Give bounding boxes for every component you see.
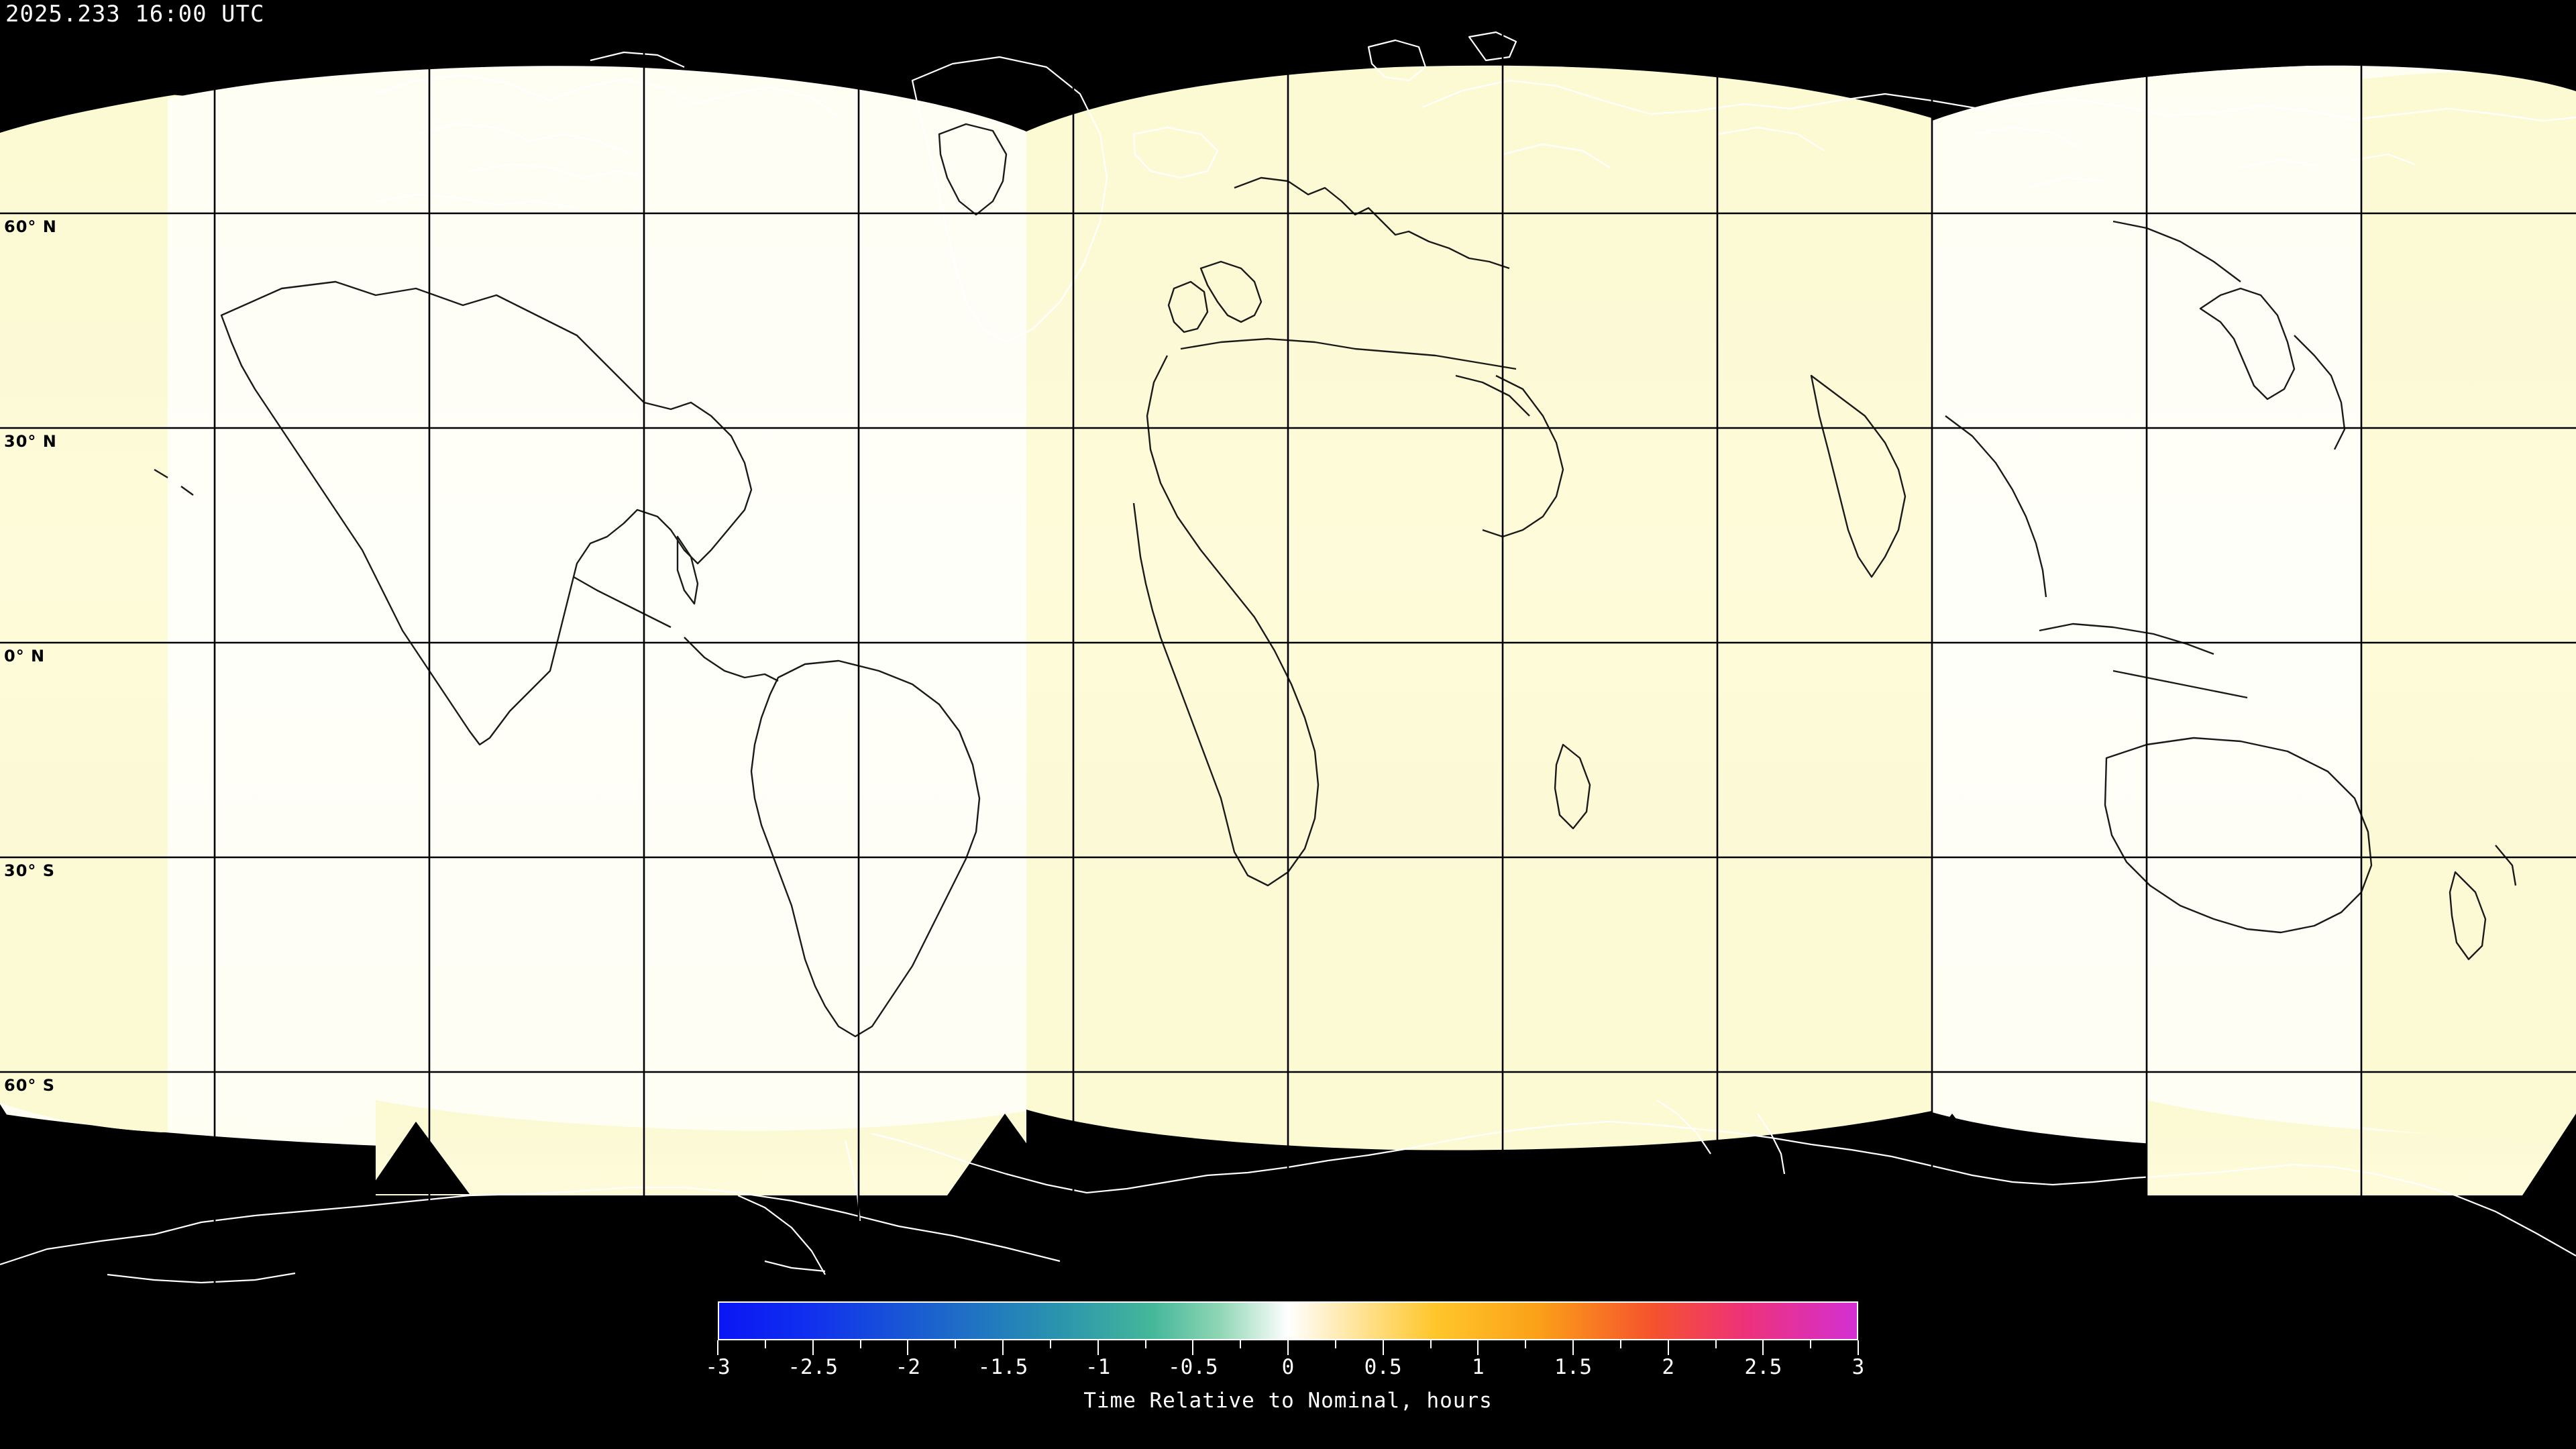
colorbar-tick-major [907,1340,909,1355]
colorbar-ticks [717,1340,1859,1355]
lat-label-60n: 60° N [4,217,57,236]
lat-label-0: 0° N [4,647,46,665]
graticule-layer [0,0,2576,1287]
colorbar-panel: -3 -2.5 -2 -1.5 -1 -0.5 0 0.5 1 1.5 2 2.5 3 Time Rel… [0,1287,2576,1449]
colorbar-tick-minor [764,1340,766,1348]
notch-1 [0,1104,58,1194]
colorbar-tick-minor [1240,1340,1242,1348]
colorbar-tick-labels: -3 -2.5 -2 -1.5 -1 -0.5 0 0.5 1 1.5 2 2.5 3 [705,1354,1864,1383]
colorbar-tick-major [1477,1340,1479,1355]
north-cap-2 [1932,62,2576,121]
swath-region-f2 [2361,72,2576,1140]
lat-label-30s: 30° S [4,861,56,880]
coastlines-antarctica [0,1099,2576,1284]
timestamp-title: 2025.233 16:00 UTC [5,1,265,28]
lat-label-30n: 30° N [4,432,57,451]
notch-2 [366,1122,470,1194]
colorbar-tick-minor [1619,1340,1621,1348]
swath-region-d [1026,65,1932,1150]
colorbar-tick-major [1002,1340,1004,1355]
colorbar-tick-label: -3 [705,1355,731,1379]
colorbar-tick-label: -0.5 [1168,1355,1218,1379]
colorbar-tick-label: -1.5 [977,1355,1028,1379]
colorbar-tick-minor [1430,1340,1432,1348]
colorbar-tick-label: 3 [1851,1355,1865,1379]
colorbar-tick-minor [1810,1340,1812,1348]
colorbar-tick-major [1572,1340,1574,1355]
antarctic-notch-group [0,1104,2576,1195]
colorbar-tick-label: -2.5 [788,1355,838,1379]
swath-region-b [0,62,1026,1149]
colorbar-tick-major [1667,1340,1669,1355]
north-cap-1 [0,62,1026,133]
map-canvas: 60° N 30° N 0° N 30° S 60° S 2025.233 16… [0,0,2576,1287]
latitude-gridlines [0,212,2576,1073]
colorbar-tick-major [717,1340,718,1355]
colorbar-tick-major [1287,1340,1289,1355]
colorbar-tick-minor [1715,1340,1717,1348]
colorbar-tick-label: 1.5 [1554,1355,1592,1379]
lat-label-60s: 60° S [4,1076,56,1095]
colorbar-tick-major [1097,1340,1099,1355]
colorbar-tick-major [1382,1340,1384,1355]
colorbar-gradient [719,1303,1857,1339]
notch-4 [1890,1114,2015,1195]
swath-region-a2 [0,95,168,1132]
colorbar-tick-major [812,1340,814,1355]
colorbar-tick-major [1762,1340,1764,1355]
colorbar-tick-label: 0.5 [1364,1355,1402,1379]
coastlines-dark [375,31,2576,343]
colorbar-tick-label: -2 [895,1355,920,1379]
colorbar-tick-label: -1 [1085,1355,1111,1379]
colorbar-tick-major [1858,1340,1859,1355]
colorbar-axis-title: Time Relative to Nominal, hours [1083,1389,1493,1413]
colorbar-tick-label: 0 [1281,1355,1295,1379]
colorbar-tick-label: 1 [1471,1355,1485,1379]
colorbar-tick-major [1192,1340,1194,1355]
notch-3 [947,1114,1064,1195]
colorbar [718,1301,1858,1340]
colorbar-tick-label: 2.5 [1744,1355,1782,1379]
colorbar-tick-label: 2 [1662,1355,1674,1379]
notch-5 [2522,1114,2576,1195]
colorbar-tick-minor [1334,1340,1336,1348]
colorbar-tick-minor [859,1340,861,1348]
colorbar-tick-minor [1049,1340,1051,1348]
colorbar-tick-minor [1144,1340,1146,1348]
colorbar-tick-minor [1525,1340,1527,1348]
colorbar-tick-minor [955,1340,957,1348]
